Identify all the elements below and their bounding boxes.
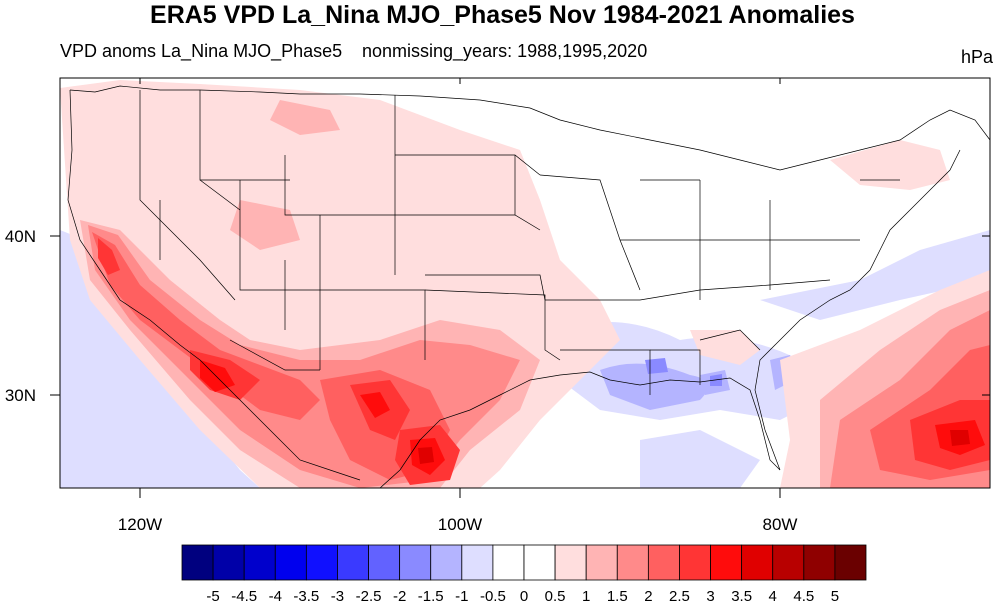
colorbar-swatch: [492, 544, 525, 581]
colorbar-label: 5: [831, 588, 839, 603]
colorbar-label: 3: [706, 588, 714, 603]
colorbar-label: 3.5: [731, 588, 752, 603]
colorbar-label: 4.5: [793, 588, 814, 603]
colorbar-swatch: [461, 544, 494, 581]
colorbar-swatch: [305, 544, 338, 581]
colorbar-label: -1.5: [418, 588, 444, 603]
colorbar-label: -3.5: [293, 588, 319, 603]
colorbar-label: 2: [644, 588, 652, 603]
colorbar-label: -1: [455, 588, 468, 603]
map-title: ERA5 VPD La_Nina MJO_Phase5 Nov 1984-202…: [150, 1, 855, 29]
colorbar: -5 -4.5 -4 -3.5 -3 -2.5 -2 -1.5 -1 -0.5 0 0.5 1 1.5 2 2…: [181, 544, 867, 603]
colorbar-swatch: [399, 544, 432, 581]
lat-tick-label: 40N: [5, 227, 36, 246]
colorbar-swatch: [834, 544, 867, 581]
left-subtitle: VPD anoms La_Nina MJO_Phase5: [60, 41, 343, 61]
lat-tick-label: 30N: [5, 386, 36, 405]
colorbar-swatch: [616, 544, 649, 581]
colorbar-swatch: [679, 544, 711, 581]
colorbar-swatch: [181, 544, 214, 581]
colorbar-swatch: [585, 544, 618, 581]
colorbar-label: -4: [269, 588, 282, 603]
colorbar-label: -5: [206, 588, 219, 603]
units-label: hPa: [960, 47, 993, 67]
colorbar-label: 4: [769, 588, 777, 603]
colorbar-swatch: [337, 544, 369, 581]
colorbar-swatch: [741, 544, 774, 581]
colorbar-label: 2.5: [669, 588, 690, 603]
lon-tick-label: 120W: [118, 515, 162, 534]
colorbar-swatch: [554, 544, 587, 581]
colorbar-swatch: [212, 544, 245, 581]
lon-tick-label: 80W: [763, 515, 798, 534]
colorbar-swatch: [803, 544, 836, 581]
plot-frame: [59, 77, 991, 489]
colorbar-swatch: [710, 544, 743, 581]
colorbar-swatch: [243, 544, 276, 581]
anomaly-field: [60, 78, 990, 488]
colorbar-swatch: [430, 544, 463, 581]
colorbar-label: -2: [393, 588, 406, 603]
colorbar-label: -0.5: [480, 588, 506, 603]
colorbar-label: 0.5: [545, 588, 566, 603]
colorbar-label: 1: [582, 588, 590, 603]
lon-tick-label: 100W: [438, 515, 482, 534]
axis-ticks: [50, 78, 990, 498]
colorbar-swatch: [523, 544, 556, 581]
state-boundaries: [67, 85, 990, 488]
center-subtitle: nonmissing_years: 1988,1995,2020: [362, 41, 648, 61]
colorbar-swatch: [274, 544, 307, 581]
colorbar-swatch: [647, 544, 680, 581]
colorbar-label: -3: [331, 588, 344, 603]
colorbar-label: 1.5: [607, 588, 628, 603]
colorbar-label: -4.5: [231, 588, 257, 603]
colorbar-swatch: [772, 544, 805, 581]
colorbar-label: 0: [520, 588, 528, 603]
colorbar-label: -2.5: [356, 588, 382, 603]
colorbar-swatch: [368, 544, 401, 581]
